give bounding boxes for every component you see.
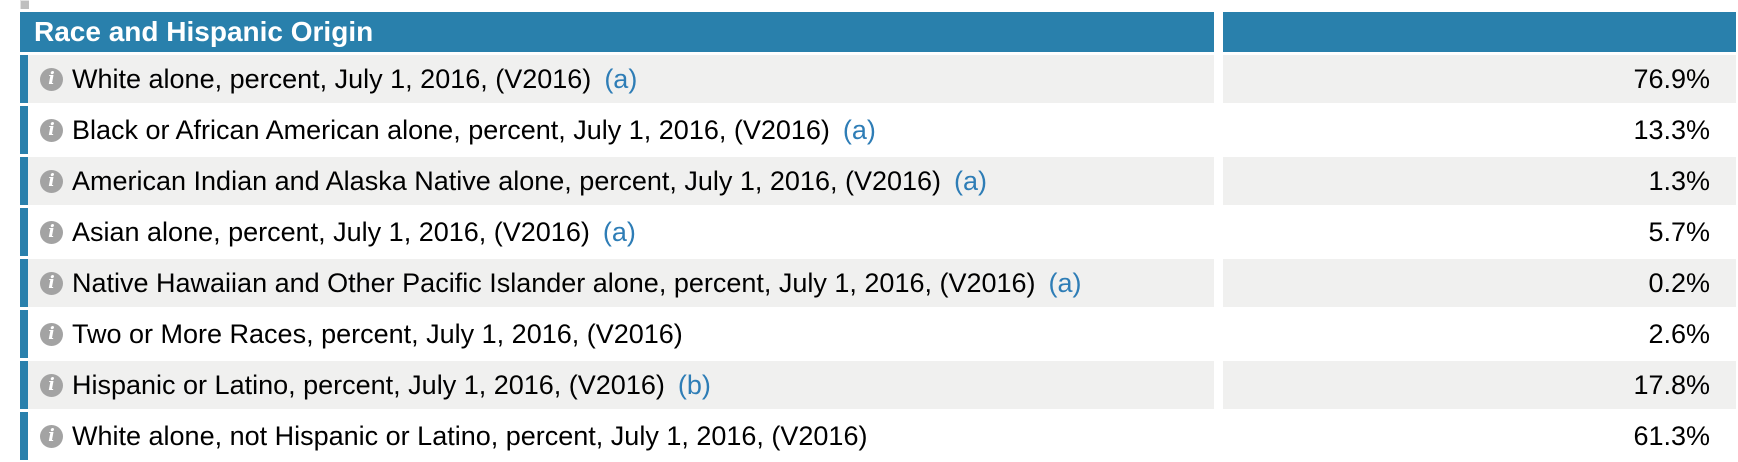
info-icon-glyph: i [48,374,55,395]
table-row: i Native Hawaiian and Other Pacific Isla… [20,259,1736,307]
row-value: 76.9% [1633,63,1710,94]
info-icon-glyph: i [48,425,55,446]
row-value-cell: 0.2% [1223,259,1736,307]
table-row: i Black or African American alone, perce… [20,106,1736,154]
footnote-link[interactable]: (a) [604,63,638,94]
row-value: 61.3% [1633,420,1710,451]
row-value: 13.3% [1633,114,1710,145]
info-icon[interactable]: i [40,322,63,346]
column-divider [1214,259,1223,307]
column-divider [1214,310,1223,358]
column-divider [1214,106,1223,154]
scrollbar-corner-fragment [20,0,29,9]
info-icon[interactable]: i [40,67,63,91]
column-divider [1214,412,1223,460]
table-row: i Two or More Races, percent, July 1, 20… [20,310,1736,358]
row-label-cell: i White alone, percent, July 1, 2016, (V… [28,55,1214,103]
footnote-link[interactable]: (b) [677,369,711,400]
row-label: White alone, percent, July 1, 2016, (V20… [72,63,592,94]
row-value: 0.2% [1648,267,1710,298]
row-accent-bar [20,157,28,205]
info-icon[interactable]: i [40,169,63,193]
info-icon[interactable]: i [40,118,63,142]
info-icon[interactable]: i [40,424,63,448]
row-accent-bar [20,361,28,409]
footnote-link[interactable]: (a) [602,216,636,247]
row-accent-bar [20,208,28,256]
row-value-cell: 76.9% [1223,55,1736,103]
row-label: Hispanic or Latino, percent, July 1, 201… [72,369,665,400]
table-row: i American Indian and Alaska Native alon… [20,157,1736,205]
row-label-cell: i Hispanic or Latino, percent, July 1, 2… [28,361,1214,409]
footnote-link[interactable]: (a) [1048,267,1082,298]
row-accent-bar [20,106,28,154]
section-header-cell: Race and Hispanic Origin [20,12,1214,52]
section-title: Race and Hispanic Origin [34,16,374,47]
row-label-cell: i Black or African American alone, perce… [28,106,1214,154]
footnote-link[interactable]: (a) [954,165,988,196]
table-row: i Hispanic or Latino, percent, July 1, 2… [20,361,1736,409]
row-value: 5.7% [1648,216,1710,247]
column-divider [1214,12,1223,52]
row-value-cell: 1.3% [1223,157,1736,205]
table-row: i Asian alone, percent, July 1, 2016, (V… [20,208,1736,256]
row-label-cell: i White alone, not Hispanic or Latino, p… [28,412,1214,460]
row-label: Two or More Races, percent, July 1, 2016… [72,318,683,349]
row-label: Black or African American alone, percent… [72,114,830,145]
row-value: 17.8% [1633,369,1710,400]
row-label: Asian alone, percent, July 1, 2016, (V20… [72,216,590,247]
row-accent-bar [20,412,28,460]
row-label: Native Hawaiian and Other Pacific Island… [72,267,1036,298]
info-icon[interactable]: i [40,373,63,397]
table-section-header: Race and Hispanic Origin [20,12,1736,52]
row-label: White alone, not Hispanic or Latino, per… [72,420,868,451]
row-value-cell: 13.3% [1223,106,1736,154]
row-label-cell: i Asian alone, percent, July 1, 2016, (V… [28,208,1214,256]
quickfacts-table: Race and Hispanic Origin i White alone, … [20,12,1736,460]
row-accent-bar [20,310,28,358]
column-divider [1214,208,1223,256]
info-icon-glyph: i [48,221,55,242]
column-divider [1214,361,1223,409]
row-value: 1.3% [1648,165,1710,196]
info-icon-glyph: i [48,170,55,191]
row-value: 2.6% [1648,318,1710,349]
row-label-cell: i Native Hawaiian and Other Pacific Isla… [28,259,1214,307]
table-row: i White alone, percent, July 1, 2016, (V… [20,55,1736,103]
table-row: i White alone, not Hispanic or Latino, p… [20,412,1736,460]
row-accent-bar [20,55,28,103]
row-value-cell: 61.3% [1223,412,1736,460]
column-divider [1214,157,1223,205]
row-label-cell: i American Indian and Alaska Native alon… [28,157,1214,205]
row-value-cell: 17.8% [1223,361,1736,409]
row-label-cell: i Two or More Races, percent, July 1, 20… [28,310,1214,358]
row-value-cell: 2.6% [1223,310,1736,358]
info-icon-glyph: i [48,119,55,140]
footnote-link[interactable]: (a) [842,114,876,145]
info-icon-glyph: i [48,68,55,89]
info-icon-glyph: i [48,323,55,344]
info-icon[interactable]: i [40,271,63,295]
row-label: American Indian and Alaska Native alone,… [72,165,942,196]
table-body: i White alone, percent, July 1, 2016, (V… [20,55,1736,460]
row-accent-bar [20,259,28,307]
info-icon[interactable]: i [40,220,63,244]
info-icon-glyph: i [48,272,55,293]
section-header-value-cell [1223,12,1736,52]
row-value-cell: 5.7% [1223,208,1736,256]
column-divider [1214,55,1223,103]
